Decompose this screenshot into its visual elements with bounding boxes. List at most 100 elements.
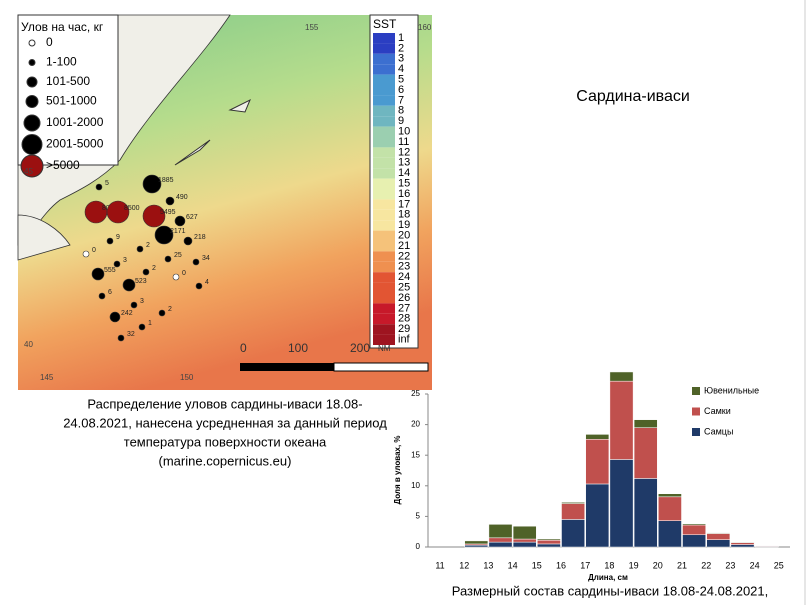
sst-swatch: [373, 293, 395, 304]
catch-point: [164, 255, 172, 263]
legend-label: 101-500: [46, 74, 90, 88]
catch-point: [183, 236, 193, 246]
catch-point: [98, 292, 106, 300]
sst-swatch: [373, 53, 395, 65]
catch-label: 32: [127, 331, 135, 338]
catch-point: [138, 323, 146, 331]
catch-point: [195, 282, 203, 290]
sst-label: 5: [398, 74, 404, 86]
sst-swatch: [373, 241, 395, 252]
sst-label: 22: [398, 250, 410, 262]
sst-swatch: [373, 43, 395, 54]
sst-label: 15: [398, 178, 410, 190]
catch-point: [82, 250, 90, 258]
catch-label: 0: [182, 270, 186, 277]
catch-point: [117, 334, 125, 342]
bar-segment: [512, 538, 537, 543]
x-tick-label: 24: [750, 560, 760, 570]
sst-label: 25: [398, 282, 410, 294]
bar-segment: [585, 483, 610, 548]
bar-segment: [682, 523, 706, 526]
catch-point: [142, 174, 162, 194]
sst-label: 27: [398, 302, 410, 314]
catch-point: [122, 278, 136, 292]
sst-label: 23: [398, 261, 410, 273]
bar-segment: [633, 419, 658, 428]
bar-segment: [512, 525, 537, 540]
catch-label: 34: [202, 255, 210, 262]
legend-label: Самцы: [704, 426, 733, 436]
legend-swatch: [692, 387, 700, 395]
bar-segment: [706, 532, 731, 534]
sst-swatch: [373, 313, 395, 325]
legend-label: Самки: [704, 406, 731, 416]
sst-label: 19: [398, 219, 410, 231]
sst-swatch: [373, 220, 395, 231]
catch-label: 242: [121, 310, 133, 317]
sst-swatch: [373, 74, 395, 85]
sst-label: 29: [398, 323, 410, 335]
bar-segment: [633, 427, 658, 479]
x-tick-label: 11: [435, 560, 444, 570]
legend-label: 2001-5000: [46, 137, 104, 151]
x-tick-label: 22: [701, 560, 711, 570]
bar-segment: [488, 541, 513, 548]
sst-swatch: [373, 230, 395, 241]
sst-label: 24: [398, 271, 410, 283]
x-tick-label: 21: [677, 560, 687, 570]
sst-label: 1: [398, 32, 404, 44]
catch-point: [106, 237, 114, 245]
x-tick-label: 17: [580, 560, 590, 570]
sst-swatch: [373, 116, 395, 127]
bar-segment: [754, 545, 779, 547]
catch-label: 1885: [158, 177, 174, 184]
sst-swatch: [373, 251, 395, 262]
sst-swatch: [373, 95, 395, 106]
sst-label: 9: [398, 115, 404, 127]
catch-label: 3: [140, 298, 144, 305]
grid-label: 150: [180, 373, 194, 382]
x-tick-label: 18: [604, 560, 614, 570]
sst-label: 8: [398, 105, 404, 117]
bar-segment: [658, 520, 682, 548]
y-tick-label: 20: [411, 420, 420, 429]
sst-swatch: [373, 147, 395, 158]
catch-label: 2: [152, 265, 156, 272]
sst-label: 16: [398, 188, 410, 200]
bar-segment: [730, 541, 755, 543]
catch-point: [154, 225, 174, 245]
x-tick-label: 14: [508, 560, 518, 570]
legend-label: 1001-2000: [46, 115, 104, 129]
legend-label: >5000: [46, 158, 80, 172]
x-tick-label: 25: [774, 560, 784, 570]
bar-segment: [658, 493, 682, 498]
catch-point: [106, 200, 130, 224]
x-tick-label: 12: [459, 560, 469, 570]
catch-label: 5495: [160, 209, 176, 216]
bar-segment: [537, 543, 561, 548]
bar-segment: [633, 478, 658, 548]
catch-label: 4: [205, 279, 209, 286]
sst-swatch: [373, 324, 395, 335]
y-tick-label: 0: [416, 542, 421, 551]
sst-title: SST: [373, 17, 397, 31]
sst-label: 13: [398, 157, 410, 169]
map-caption: (marine.copernicus.eu): [159, 453, 292, 468]
sst-swatch: [373, 105, 395, 117]
grid-label: 145: [40, 373, 54, 382]
grid-label: 155: [305, 23, 319, 32]
bar-segment: [682, 534, 706, 548]
y-axis-title: Доля в уловах, %: [393, 435, 402, 504]
catch-label: 2171: [170, 228, 186, 235]
sst-swatch: [373, 282, 395, 293]
scale-label: NM: [378, 344, 391, 353]
y-tick-label: 25: [411, 389, 420, 398]
sst-swatch: [373, 261, 395, 273]
bar-segment: [537, 538, 561, 541]
catch-label: 555: [104, 267, 116, 274]
bar-segment: [682, 524, 706, 536]
x-tick-label: 23: [725, 560, 735, 570]
catch-label: 25: [174, 252, 182, 259]
legend-symbol: [28, 59, 36, 66]
bar-segment: [730, 544, 755, 548]
